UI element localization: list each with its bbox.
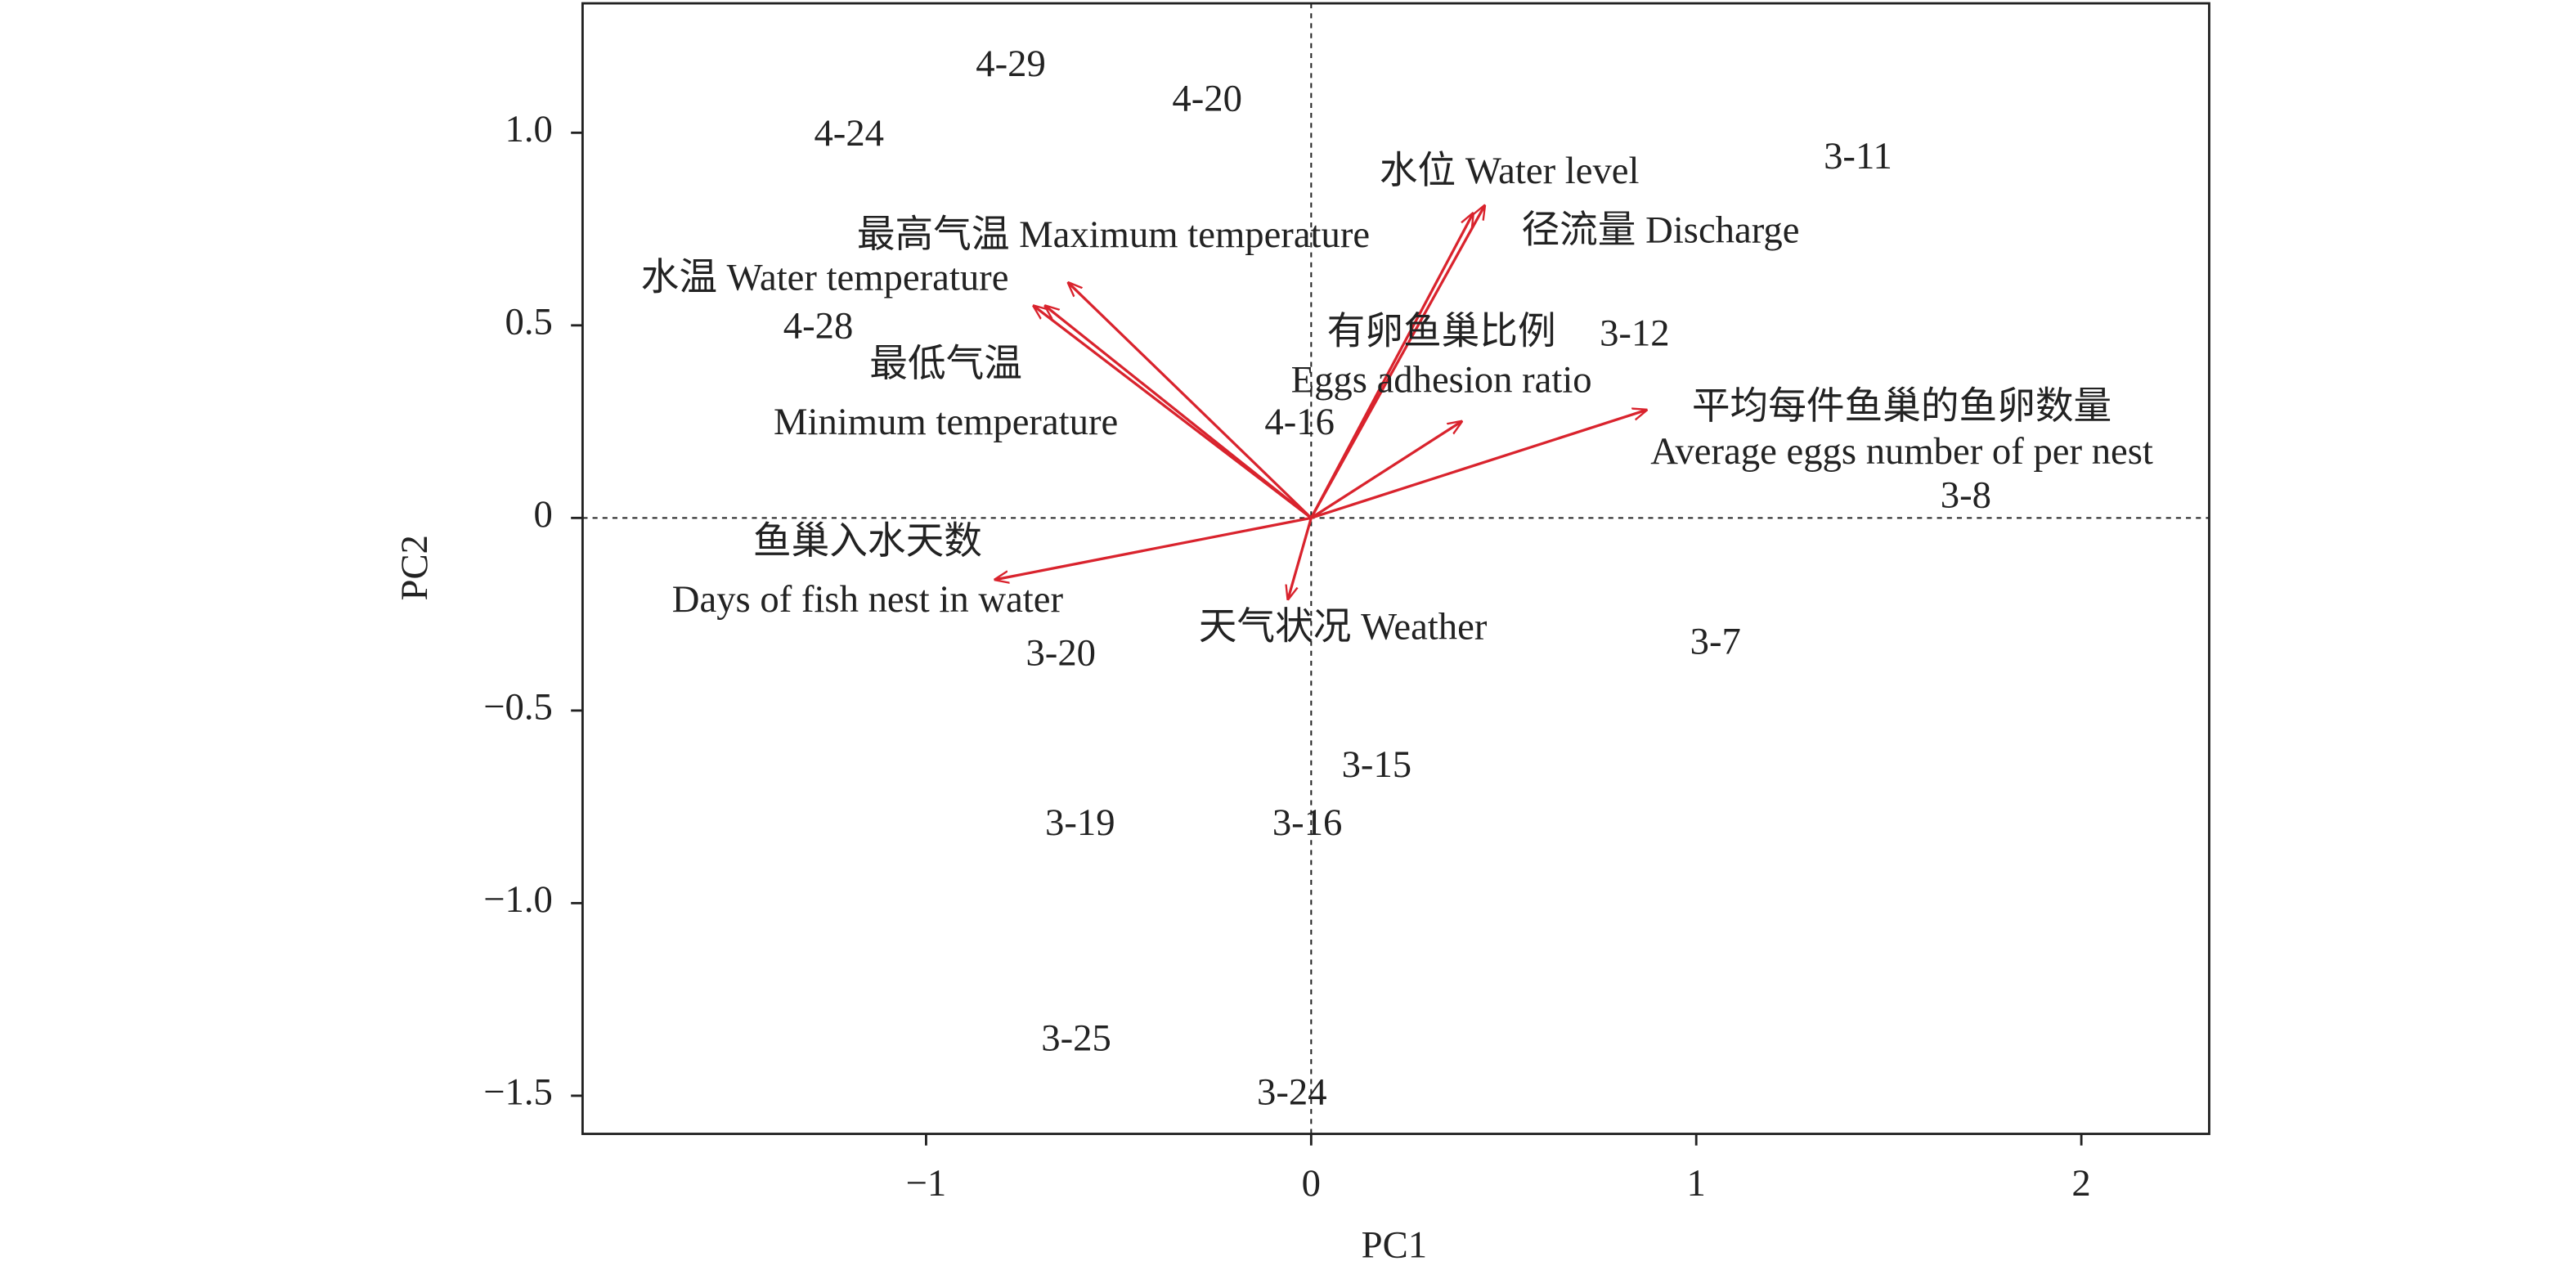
loading-arrow	[1288, 517, 1313, 599]
sample-label: 3-19	[1045, 801, 1115, 844]
sample-label: 3-8	[1941, 474, 1991, 517]
loading-arrow	[1069, 283, 1313, 519]
plot-frame	[581, 2, 2210, 1135]
loading-label: 水温 Water temperature	[641, 257, 1009, 299]
sample-label: 3-7	[1690, 621, 1741, 663]
loading-label: Eggs adhesion ratio	[1291, 359, 1592, 402]
sample-label: 3-15	[1342, 743, 1412, 786]
loading-label: 有卵鱼巢比例	[1327, 311, 1556, 353]
sample-label: 4-24	[814, 112, 884, 155]
y-axis-label: PC2	[393, 535, 436, 600]
loading-label: Minimum temperature	[774, 401, 1118, 443]
loading-label: 平均每件鱼巢的鱼卵数量	[1692, 385, 2112, 428]
sample-label: 4-28	[783, 304, 854, 347]
x-tick-label: 0	[1302, 1162, 1321, 1205]
sample-label: 4-16	[1264, 401, 1335, 443]
x-tick-label: 1	[1687, 1162, 1706, 1205]
loading-label: Average eggs number of per nest	[1650, 430, 2153, 473]
y-tick-label: 0.5	[505, 301, 553, 343]
sample-label: 3-16	[1272, 801, 1343, 844]
loading-label: Days of fish nest in water	[672, 578, 1064, 621]
y-tick-label: −1.5	[483, 1071, 553, 1114]
loading-label: 径流量 Discharge	[1521, 209, 1799, 251]
y-tick-label: −1.0	[483, 878, 553, 921]
y-tick-label: 0	[534, 493, 553, 536]
loading-label: 最高气温 Maximum temperature	[857, 213, 1370, 256]
sample-label: 4-20	[1172, 77, 1242, 119]
loading-arrow	[1309, 213, 1473, 519]
loading-arrow	[995, 516, 1312, 579]
y-tick-label: −0.5	[483, 686, 553, 729]
loading-label: 天气状况 Weather	[1199, 606, 1488, 648]
sample-label: 3-25	[1041, 1017, 1111, 1060]
sample-label: 4-29	[976, 43, 1046, 85]
sample-label: 3-12	[1600, 312, 1670, 355]
sample-label: 3-11	[1824, 135, 1892, 177]
loading-arrow	[1045, 306, 1313, 519]
x-axis-label: PC1	[1362, 1223, 1427, 1266]
loading-label: 最低气温	[869, 343, 1022, 385]
x-tick-label: 2	[2071, 1162, 2090, 1205]
loading-arrow	[1310, 410, 1646, 519]
loading-label: 水位 Water level	[1380, 150, 1640, 192]
y-tick-label: 1.0	[505, 108, 553, 150]
loading-label: 鱼巢入水天数	[753, 520, 982, 563]
x-tick-label: −1	[906, 1162, 947, 1205]
sample-label: 3-20	[1025, 632, 1096, 675]
sample-label: 3-24	[1257, 1071, 1327, 1114]
loading-arrow	[1310, 422, 1461, 519]
